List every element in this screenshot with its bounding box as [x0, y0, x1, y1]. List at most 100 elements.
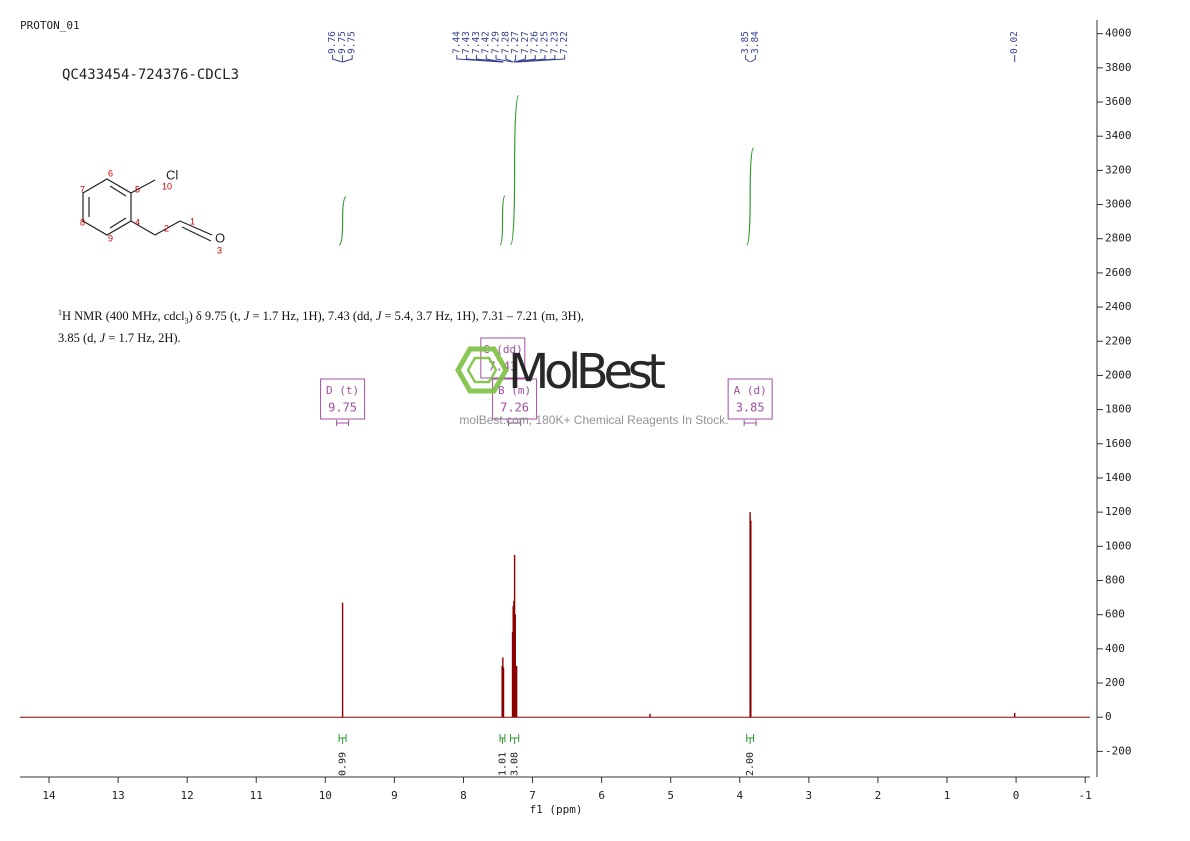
multiplet-shift: 9.75 [328, 401, 357, 415]
x-tick-label: 7 [529, 789, 536, 802]
bond [109, 185, 127, 197]
y-tick-label: 3200 [1105, 163, 1132, 176]
multiplet-range [743, 420, 757, 426]
sample-id: QC433454-724376-CDCL3 [62, 67, 239, 83]
peak-leader [513, 55, 526, 63]
peak-label: 9.75 [347, 31, 358, 54]
multiplet-label: A (d) [734, 384, 767, 397]
integral-range [338, 734, 347, 744]
integral-curve [509, 95, 520, 246]
y-tick-label: 2200 [1105, 334, 1132, 347]
peak-label: 7.28 [500, 31, 511, 54]
peak-leader [342, 55, 353, 63]
peak-leader [505, 55, 514, 63]
x-tick-label: 14 [42, 789, 56, 802]
peak-label: 7.42 [481, 31, 492, 54]
x-tick-label: 3 [806, 789, 813, 802]
description-text: 1 [58, 308, 62, 317]
peak-label: 7.29 [491, 31, 502, 54]
multiplet-range [508, 420, 522, 426]
integral-range [499, 734, 506, 744]
x-tick-label: 0 [1013, 789, 1020, 802]
x-tick-label: 6 [598, 789, 605, 802]
description-text: J [243, 309, 250, 324]
peak-label: 7.44 [451, 31, 462, 54]
peak-leader [517, 55, 566, 63]
y-tick-label: -200 [1105, 744, 1132, 757]
watermark-brand: MolBest [508, 344, 665, 400]
atom-number: 4 [135, 217, 140, 227]
peak-label: 9.76 [327, 31, 338, 54]
description-text: 3 [184, 316, 189, 326]
experiment: PROTON_01 [20, 19, 80, 32]
bond [179, 220, 213, 236]
atom-number: 6 [108, 168, 113, 178]
peak-label: 0.02 [1009, 31, 1020, 54]
multiplet-label: B (m) [498, 384, 531, 397]
peak-label: 3.84 [750, 31, 761, 54]
integral-curve [338, 196, 347, 246]
y-tick-label: 3600 [1105, 95, 1132, 108]
y-tick-label: 2000 [1105, 368, 1132, 381]
atom-label: Cl [166, 167, 178, 182]
x-tick-label: 9 [391, 789, 398, 802]
y-tick-label: 1000 [1105, 539, 1132, 552]
x-axis-label: f1 (ppm) [530, 803, 583, 816]
atom-number: 9 [108, 233, 113, 243]
atom-number: 5 [135, 184, 140, 194]
integral-curve [499, 195, 506, 246]
peak-label: 7.23 [549, 31, 560, 54]
description-text: 3.85 (d, [58, 330, 100, 345]
y-tick-label: 800 [1105, 573, 1125, 586]
y-tick-label: 200 [1105, 676, 1125, 689]
y-tick-label: 4000 [1105, 27, 1132, 40]
x-tick-label: 8 [460, 789, 467, 802]
description-text: = 1.7 Hz, 2H). [105, 330, 181, 345]
description-text: = 1.7 Hz, 1H), 7.43 (dd, [249, 309, 376, 324]
peak-leader [332, 55, 343, 63]
x-tick-label: 11 [250, 789, 263, 802]
description-text: = 5.4, 3.7 Hz, 1H), 7.31 – 7.21 (m, 3H), [381, 309, 584, 324]
watermark-logo [466, 356, 498, 384]
x-tick-label: -1 [1079, 789, 1092, 802]
y-tick-label: 0 [1105, 710, 1112, 723]
peak-leader [495, 55, 513, 63]
watermark-logo [455, 346, 509, 394]
peak-label: 7.27 [520, 31, 531, 54]
peak-leader [745, 55, 751, 63]
bond [130, 179, 156, 194]
multiplet-box [320, 378, 366, 420]
atom-number: 7 [80, 184, 85, 194]
peak-label: 9.75 [337, 31, 348, 54]
atom-number: 8 [80, 217, 85, 227]
description-text: J [375, 309, 382, 324]
atom-number: 2 [164, 223, 169, 233]
description-text: H NMR (400 MHz, cdcl [62, 309, 185, 324]
x-tick-label: 1 [944, 789, 951, 802]
integral-label: 3.08 [510, 752, 521, 776]
x-tick-label: 10 [319, 789, 332, 802]
y-tick-label: 3800 [1105, 61, 1132, 74]
integral-range [509, 734, 520, 744]
description-line: 3.85 (d, J = 1.7 Hz, 2H). [58, 330, 584, 347]
peak-label: 7.43 [471, 31, 482, 54]
y-tick-label: 600 [1105, 608, 1125, 621]
ring [82, 178, 132, 236]
bond [109, 217, 127, 229]
integral-curve [746, 147, 755, 246]
peak-label: 7.43 [461, 31, 472, 54]
x-tick-label: 5 [667, 789, 674, 802]
y-tick-label: 1600 [1105, 437, 1132, 450]
integral-label: 2.00 [745, 752, 756, 776]
y-tick-label: 1400 [1105, 471, 1132, 484]
x-tick-label: 4 [736, 789, 743, 802]
integral-label: 1.01 [498, 752, 509, 776]
multiplet-shift: 3.85 [736, 401, 765, 415]
x-tick-label: 12 [181, 789, 194, 802]
multiplet-label: C (dd) [483, 343, 523, 356]
peak-label: 7.26 [530, 31, 541, 54]
peak-label: 3.85 [740, 31, 751, 54]
atom-number: 3 [217, 245, 222, 255]
